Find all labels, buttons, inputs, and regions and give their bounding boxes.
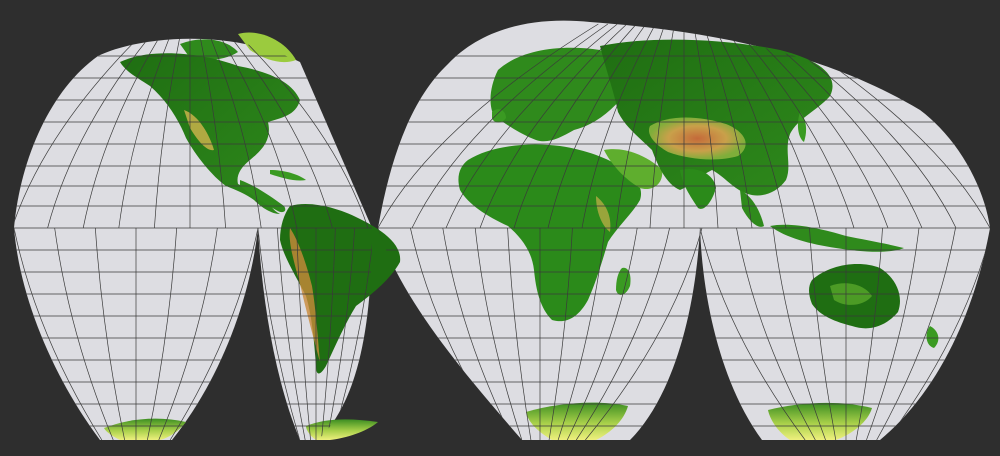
meridian-line bbox=[693, 23, 719, 229]
meridian-line bbox=[649, 23, 675, 229]
meridian-line bbox=[474, 227, 523, 440]
indonesia bbox=[770, 224, 904, 252]
meridian-line bbox=[772, 227, 826, 440]
meridian-line bbox=[876, 227, 956, 440]
meridian-line bbox=[740, 23, 889, 229]
meridian-line bbox=[154, 35, 181, 229]
meridian-line bbox=[712, 23, 787, 229]
meridian-line bbox=[731, 23, 855, 229]
madagascar bbox=[616, 267, 631, 295]
meridian-line bbox=[699, 227, 806, 440]
meridian-line bbox=[736, 227, 816, 440]
caribbean bbox=[270, 170, 306, 181]
meridian-line bbox=[615, 23, 666, 229]
land-masses bbox=[104, 32, 939, 440]
meridian-line bbox=[411, 23, 609, 229]
rockies bbox=[184, 110, 214, 151]
meridian-line bbox=[442, 227, 514, 440]
meridian-line bbox=[547, 23, 647, 229]
meridian-line bbox=[158, 227, 218, 440]
meridian-line bbox=[702, 23, 753, 229]
north-america bbox=[120, 53, 300, 214]
meridian-line bbox=[575, 227, 670, 440]
tibetan-plateau bbox=[648, 117, 746, 160]
meridian-line bbox=[377, 23, 599, 229]
asia bbox=[600, 39, 833, 196]
meridian-line bbox=[296, 227, 311, 440]
meridian-line bbox=[169, 227, 259, 440]
meridian-line bbox=[566, 227, 638, 440]
meridian-line bbox=[239, 35, 369, 229]
meridian-line bbox=[54, 227, 114, 440]
meridian-line bbox=[94, 227, 125, 440]
meridian-line bbox=[513, 23, 637, 229]
meridian-line bbox=[47, 35, 151, 229]
meridian-line bbox=[321, 227, 336, 440]
south-america bbox=[280, 203, 401, 374]
meridian-line bbox=[809, 227, 837, 440]
africa bbox=[458, 144, 642, 322]
meridian-line bbox=[82, 35, 161, 229]
greenland bbox=[238, 32, 296, 63]
meridian-line bbox=[276, 227, 306, 440]
meridian-line bbox=[14, 227, 103, 440]
antarctica-west-b bbox=[306, 419, 378, 440]
meridian-line bbox=[257, 227, 301, 440]
meridian-line bbox=[209, 35, 262, 229]
meridian-line bbox=[14, 35, 141, 229]
andes bbox=[289, 228, 320, 362]
india bbox=[680, 168, 716, 209]
new-zealand bbox=[926, 326, 939, 348]
central-america bbox=[240, 180, 286, 213]
east-africa-highlands bbox=[596, 196, 611, 232]
meridian-line bbox=[866, 227, 920, 440]
arabia bbox=[604, 149, 663, 190]
meridian-line bbox=[721, 23, 821, 229]
meridian-line bbox=[557, 227, 606, 440]
meridian-line bbox=[479, 23, 628, 229]
meridian-line bbox=[219, 35, 298, 229]
meridian-line bbox=[118, 35, 171, 229]
lobe-south-east-2 bbox=[700, 228, 990, 440]
meridian-line bbox=[229, 35, 333, 229]
meridian-line bbox=[585, 227, 703, 440]
southeast-asia bbox=[740, 190, 764, 227]
meridian-line bbox=[326, 227, 356, 440]
graticule bbox=[14, 23, 990, 440]
meridian-line bbox=[855, 227, 883, 440]
antarctica-east-a bbox=[526, 402, 628, 440]
meridian-line bbox=[199, 35, 226, 229]
arctic-islands bbox=[180, 39, 238, 60]
meridian-line bbox=[507, 227, 532, 440]
europe bbox=[490, 47, 624, 142]
meridian-line bbox=[445, 23, 618, 229]
meridian-line bbox=[147, 227, 178, 440]
meridian-line bbox=[548, 227, 573, 440]
meridian-line bbox=[581, 23, 656, 229]
british-isles bbox=[492, 109, 506, 123]
